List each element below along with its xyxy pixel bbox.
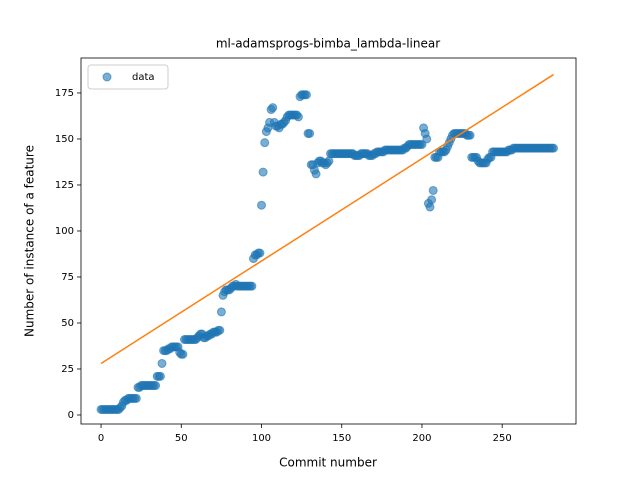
- x-tick-label: 50: [175, 433, 188, 444]
- data-point: [305, 128, 315, 138]
- data-point: [293, 112, 303, 122]
- y-tick-label: 25: [61, 364, 74, 375]
- x-tick-label: 200: [412, 433, 431, 444]
- x-tick-label: 150: [332, 433, 351, 444]
- legend-label: data: [132, 72, 155, 83]
- y-tick-label: 0: [68, 410, 74, 421]
- data-point: [427, 195, 437, 205]
- data-point: [465, 130, 475, 140]
- data-point: [257, 200, 267, 210]
- data-point: [260, 138, 270, 148]
- y-tick-label: 75: [61, 272, 74, 283]
- data-point: [131, 393, 141, 403]
- data-point: [151, 381, 161, 391]
- data-point: [311, 169, 321, 179]
- y-tick-label: 125: [55, 180, 74, 191]
- data-point: [301, 90, 311, 100]
- x-tick-label: 0: [98, 433, 104, 444]
- data-point: [216, 307, 226, 317]
- y-tick-label: 50: [61, 318, 74, 329]
- fit-line: [100, 73, 554, 365]
- data-point: [155, 371, 165, 381]
- data-point: [425, 202, 435, 212]
- chart-title: ml-adamsprogs-bimba_lambda-linear: [216, 37, 440, 51]
- data-point: [428, 185, 438, 195]
- data-point: [157, 358, 167, 368]
- data-point: [255, 248, 265, 258]
- y-axis-label: Number of instance of a feature: [23, 145, 37, 337]
- y-tick-label: 175: [55, 88, 74, 99]
- data-point: [549, 143, 559, 153]
- x-tick-label: 100: [252, 433, 271, 444]
- data-point: [215, 325, 225, 335]
- y-tick-label: 100: [55, 226, 74, 237]
- data-point: [258, 167, 268, 177]
- data-point: [247, 281, 257, 291]
- data-point: [422, 134, 432, 144]
- legend-box: [87, 64, 169, 90]
- x-axis-label: Commit number: [279, 456, 377, 470]
- data-point: [324, 156, 334, 166]
- legend-marker: [102, 72, 112, 82]
- data-point: [268, 103, 278, 113]
- axes-frame: [80, 57, 577, 425]
- x-tick-label: 250: [493, 433, 512, 444]
- y-tick-label: 150: [55, 134, 74, 145]
- data-point: [178, 349, 188, 359]
- data-point: [417, 139, 427, 149]
